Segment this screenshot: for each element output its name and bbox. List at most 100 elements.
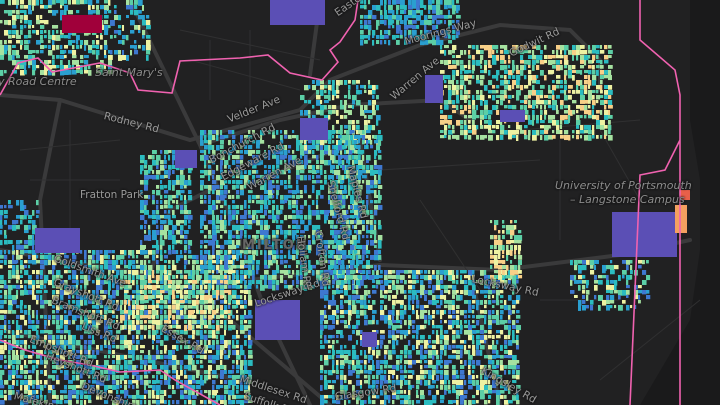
building: [180, 170, 184, 175]
building: [248, 145, 253, 150]
building: [292, 215, 297, 220]
building: [324, 240, 329, 245]
building: [512, 355, 517, 361]
building: [272, 285, 276, 291]
building: [236, 195, 240, 199]
building: [452, 35, 456, 40]
building: [16, 290, 19, 296]
building: [280, 155, 285, 160]
building: [336, 180, 341, 184]
building: [260, 135, 263, 141]
building: [384, 315, 389, 321]
building: [192, 385, 196, 390]
building: [464, 290, 469, 296]
building: [300, 110, 303, 116]
building: [436, 285, 441, 291]
building: [160, 340, 164, 346]
building: [140, 155, 145, 160]
building: [28, 330, 31, 335]
building: [528, 120, 533, 125]
building: [168, 300, 171, 304]
building: [164, 275, 169, 281]
building: [356, 280, 361, 286]
building: [118, 50, 122, 55]
building: [564, 70, 568, 76]
building: [348, 260, 352, 264]
building: [260, 130, 265, 136]
building: [200, 280, 205, 285]
building: [296, 265, 299, 269]
building: [164, 255, 168, 259]
building: [580, 115, 583, 119]
building: [312, 145, 316, 149]
building: [380, 365, 383, 370]
building: [452, 295, 455, 299]
building: [380, 285, 385, 291]
building: [452, 305, 455, 311]
building: [460, 310, 464, 316]
building: [16, 250, 19, 256]
building: [152, 230, 157, 236]
building: [580, 90, 584, 96]
building: [336, 205, 340, 209]
building: [456, 105, 459, 111]
building: [176, 370, 179, 376]
building: [368, 100, 372, 106]
building: [400, 310, 404, 316]
building: [132, 320, 135, 325]
building: [592, 130, 595, 136]
building: [152, 375, 155, 379]
building: [44, 300, 49, 304]
building: [80, 310, 85, 314]
building: [368, 90, 373, 95]
building: [208, 375, 211, 380]
building: [12, 320, 15, 325]
building: [488, 80, 493, 86]
building: [440, 310, 444, 315]
building: [424, 270, 428, 274]
building: [580, 60, 585, 64]
building: [164, 220, 167, 224]
building: [104, 355, 107, 359]
building: [204, 240, 209, 244]
building: [264, 190, 269, 194]
building: [142, 45, 146, 51]
building: [192, 305, 197, 309]
building: [68, 300, 71, 306]
building: [416, 280, 420, 284]
building: [0, 305, 4, 309]
building: [456, 100, 460, 104]
building: [168, 165, 172, 170]
building: [436, 300, 440, 304]
building: [44, 340, 47, 345]
building: [244, 320, 248, 324]
building: [536, 65, 540, 70]
building: [4, 355, 7, 359]
building: [480, 125, 484, 129]
building: [504, 90, 507, 96]
building: [380, 330, 385, 334]
building: [560, 105, 564, 110]
building: [452, 65, 457, 69]
building: [160, 350, 163, 355]
building: [236, 275, 240, 280]
building: [176, 280, 181, 286]
building: [72, 395, 77, 399]
building: [144, 310, 149, 316]
building: [588, 50, 592, 54]
building: [88, 330, 93, 335]
building: [340, 125, 343, 131]
building: [432, 15, 437, 21]
building: [332, 290, 337, 295]
building: [126, 5, 131, 10]
building: [500, 120, 503, 126]
building: [240, 185, 244, 190]
building: [496, 285, 499, 289]
building: [136, 300, 139, 305]
building: [156, 280, 159, 285]
building: [204, 250, 208, 254]
building: [208, 315, 213, 320]
building: [460, 95, 465, 101]
building: [316, 140, 321, 144]
